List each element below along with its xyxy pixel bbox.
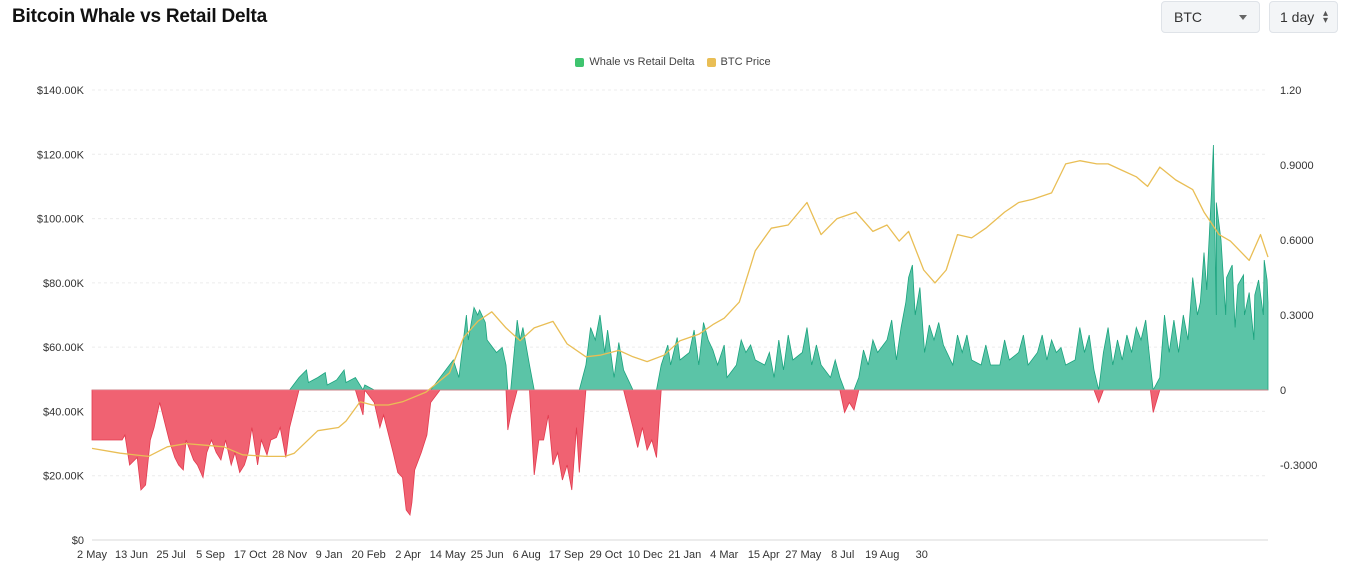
chart-title: Bitcoin Whale vs Retail Delta (12, 6, 267, 27)
x-tick-label: 25 Jul (156, 549, 185, 561)
interval-select-value: 1 day (1280, 9, 1315, 25)
x-tick-label: 13 Jun (115, 549, 148, 561)
delta-positive-area (92, 144, 1269, 392)
legend-label-price: BTC Price (720, 56, 771, 68)
legend-item-delta[interactable]: Whale vs Retail Delta (575, 56, 695, 68)
asset-select-value: BTC (1174, 9, 1202, 25)
y-right-tick-label: 0 (1280, 385, 1286, 397)
x-tick-label: 8 Jul (831, 549, 854, 561)
y-right-tick-label: 0.3000 (1280, 310, 1314, 322)
y-left-tick-label: $140.00K (37, 85, 85, 97)
x-tick-label: 5 Sep (196, 549, 225, 561)
x-tick-label: 30 (916, 549, 928, 561)
x-tick-label: 21 Jan (668, 549, 701, 561)
price-line-series (91, 160, 1269, 458)
y-left-tick-label: $0 (72, 535, 84, 547)
y-right-tick-label: 0.6000 (1280, 235, 1314, 247)
y-right-tick-label: -0.3000 (1280, 460, 1317, 472)
axes: $0 $20.00K $40.00K $60.00K $80.00K $100.00K $1… (37, 85, 1317, 561)
y-left-tick-label: $100.00K (37, 214, 85, 226)
x-tick-label: 2 Apr (395, 549, 421, 561)
delta-negative-area (91, 388, 1268, 516)
y-left-tick-label: $40.00K (43, 406, 85, 418)
gridlines (92, 89, 1268, 477)
x-tick-label: 14 May (430, 549, 467, 561)
y-left-tick-label: $120.00K (37, 149, 85, 161)
interval-select[interactable]: 1 day ▴ ▾ (1269, 1, 1338, 33)
legend-label-delta: Whale vs Retail Delta (589, 56, 695, 68)
legend-swatch-price (706, 57, 716, 67)
x-tick-label: 20 Feb (351, 549, 385, 561)
x-tick-label: 10 Dec (628, 549, 663, 561)
x-tick-label: 4 Mar (710, 549, 738, 561)
y-left-tick-label: $20.00K (43, 471, 85, 483)
delta-area-series (91, 144, 1269, 516)
x-tick-label: 15 Apr (748, 549, 780, 561)
chevron-down-icon (1239, 15, 1247, 20)
up-down-arrows-icon: ▴ ▾ (1322, 8, 1328, 26)
x-tick-label: 27 May (785, 549, 822, 561)
x-tick-label: 9 Jan (316, 549, 343, 561)
y-right-tick-label: 0.9000 (1280, 160, 1314, 172)
x-tick-label: 2 May (77, 549, 107, 561)
y-right-tick-label: 1.20 (1280, 85, 1301, 97)
x-tick-label: 6 Aug (513, 549, 541, 561)
legend-swatch-delta (575, 57, 585, 67)
x-tick-label: 29 Oct (589, 549, 621, 561)
price-line (91, 160, 1269, 458)
x-tick-label: 25 Jun (471, 549, 504, 561)
x-tick-label: 28 Nov (272, 549, 307, 561)
x-tick-label: 17 Oct (234, 549, 266, 561)
x-tick-label: 17 Sep (549, 549, 584, 561)
y-left-tick-label: $60.00K (43, 342, 85, 354)
legend-item-price[interactable]: BTC Price (706, 56, 771, 68)
chart-legend: Whale vs Retail Delta BTC Price (0, 56, 1346, 68)
asset-select[interactable]: BTC (1161, 1, 1260, 33)
y-left-tick-label: $80.00K (43, 278, 85, 290)
x-tick-label: 19 Aug (865, 549, 899, 561)
